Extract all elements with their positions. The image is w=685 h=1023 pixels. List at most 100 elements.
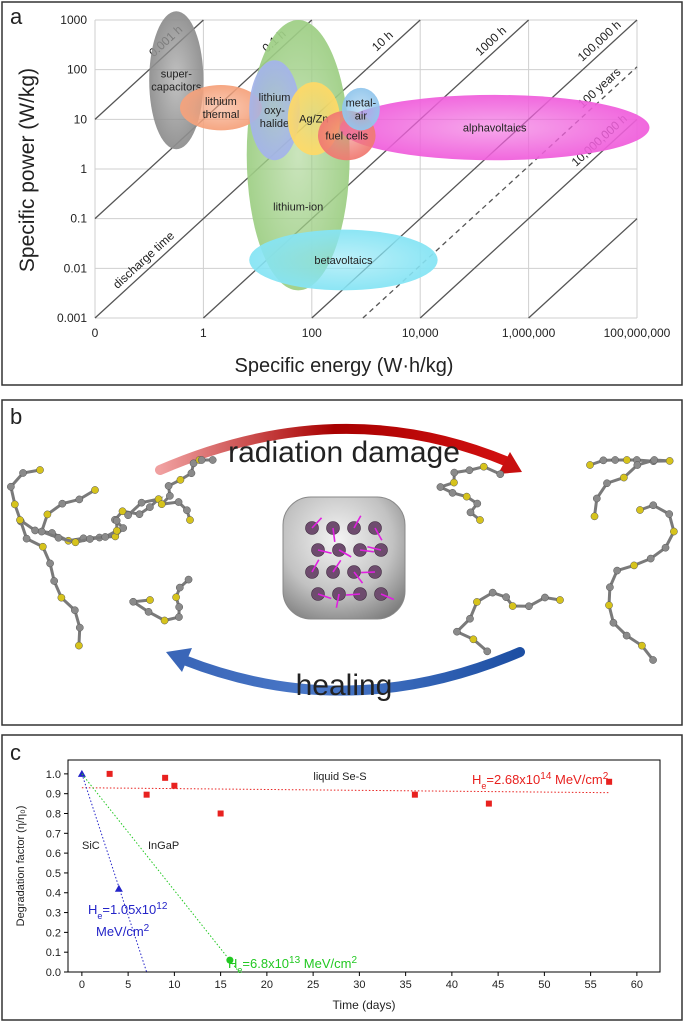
atom — [146, 503, 154, 511]
track — [317, 593, 332, 600]
annotation-part: 12 — [156, 901, 168, 912]
marker — [411, 791, 418, 798]
region-label: super- — [161, 69, 193, 81]
atom — [10, 500, 19, 509]
atom — [606, 583, 614, 592]
panel-label: b — [10, 404, 22, 429]
atom — [592, 494, 601, 503]
atom — [622, 631, 631, 640]
marker — [77, 769, 86, 777]
y-tick-label: 0.7 — [46, 828, 61, 840]
discharge-line — [419, 118, 638, 319]
x-tick-label: 1,000,000 — [502, 326, 556, 340]
track — [374, 527, 383, 541]
trend-line — [81, 787, 610, 794]
y-tick-label: 100 — [67, 63, 87, 77]
atom — [508, 602, 517, 610]
y-tick-label: 0.1 — [70, 212, 87, 226]
x-tick-label: 100,000,000 — [604, 326, 671, 340]
region — [341, 87, 380, 131]
x-tick-label: 5 — [125, 979, 131, 991]
atom — [613, 566, 621, 575]
atom — [31, 526, 39, 535]
atom — [144, 607, 153, 616]
y-tick-label: 10 — [74, 112, 88, 126]
x-tick-label: 40 — [446, 979, 458, 991]
region-label: betavoltaics — [314, 255, 373, 267]
atom — [473, 598, 481, 606]
plot-frame — [67, 759, 661, 973]
atom — [586, 461, 594, 469]
atom — [469, 635, 478, 644]
annotation-part: =6.8x10 — [242, 956, 289, 971]
region-label: thermal — [203, 109, 240, 121]
marker — [217, 810, 224, 817]
atom — [166, 492, 174, 500]
trend-line — [81, 773, 148, 973]
atom — [665, 457, 674, 465]
atom — [124, 511, 132, 520]
discharge-line — [528, 218, 638, 319]
atom — [466, 614, 474, 623]
atom — [164, 482, 173, 490]
x-tick-label: 10,000 — [402, 326, 439, 340]
atom — [609, 618, 618, 627]
track — [345, 593, 361, 596]
atom — [186, 516, 194, 524]
annotation: He=6.8x1013 MeV/cm2 — [228, 955, 357, 976]
atom — [436, 483, 445, 491]
marker — [485, 800, 492, 807]
atom — [137, 498, 146, 507]
y-tick-label: 1000 — [60, 13, 87, 27]
atom — [75, 623, 84, 632]
annotation-part: e — [97, 911, 102, 921]
atom — [146, 596, 154, 604]
atom — [479, 462, 488, 471]
atom — [630, 561, 638, 570]
atom — [646, 554, 655, 563]
atom — [174, 498, 183, 506]
atom — [175, 603, 184, 611]
atom — [649, 656, 657, 664]
annotation-part: 2 — [603, 771, 609, 782]
x-tick-label: 25 — [307, 979, 319, 991]
track — [353, 515, 362, 529]
x-tick-label: 30 — [353, 979, 365, 991]
atom — [75, 495, 84, 504]
y-tick-label: 0.2 — [46, 927, 61, 939]
region — [249, 229, 438, 291]
atom — [129, 597, 138, 606]
atom — [36, 466, 44, 474]
atom — [58, 499, 67, 508]
atom — [54, 533, 63, 542]
y-tick-label: 0.001 — [57, 311, 87, 325]
track — [360, 571, 376, 574]
annotation-part: H — [472, 772, 481, 787]
atom — [633, 461, 642, 469]
line-label: 1000 h — [473, 23, 510, 58]
line-label: 10 h — [369, 28, 396, 54]
marker — [106, 770, 113, 777]
region-label: capacitors — [151, 82, 202, 94]
atom — [70, 606, 79, 615]
track — [367, 545, 382, 551]
atom — [502, 593, 510, 601]
y-axis-title: Specific power (W/kg) — [16, 68, 39, 272]
panel-label: c — [10, 740, 21, 765]
y-tick-label: 0.4 — [46, 888, 61, 900]
atom — [623, 456, 631, 464]
region-label: fuel cells — [325, 130, 368, 142]
region — [249, 60, 300, 161]
region-label: alphavoltaics — [463, 123, 527, 135]
track — [317, 549, 332, 555]
x-tick-label: 60 — [631, 979, 643, 991]
caption: healing — [296, 669, 393, 702]
series-label: InGaP — [148, 840, 179, 852]
atom — [38, 542, 47, 551]
marker — [162, 774, 169, 781]
atom — [91, 486, 99, 494]
y-tick-label: 0.3 — [46, 908, 61, 920]
atom — [157, 500, 166, 509]
atom — [466, 508, 475, 517]
panel-a-frame — [1, 1, 683, 386]
